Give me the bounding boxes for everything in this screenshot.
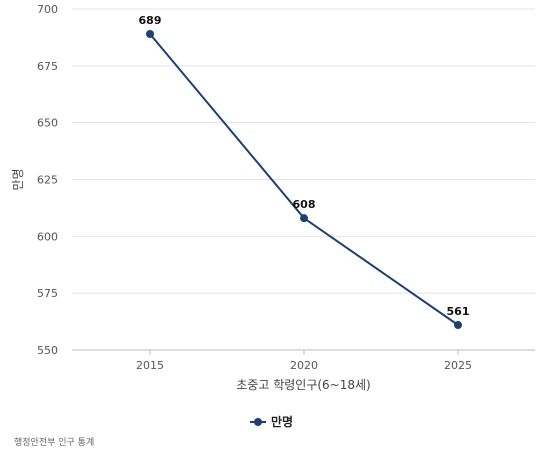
legend-series-label: 만명	[271, 414, 293, 429]
data-point[interactable]	[146, 30, 154, 39]
data-label: 689	[139, 14, 162, 27]
x-axis-label: 초중고 학령인구(6~18세)	[236, 378, 370, 392]
y-axis-label: 만명	[11, 168, 25, 190]
x-tick-label: 2025	[444, 359, 472, 372]
gridlines	[72, 8, 535, 294]
x-tick-label: 2020	[290, 359, 318, 372]
y-tick-label: 625	[37, 174, 58, 187]
y-tick-label: 650	[37, 117, 58, 130]
data-label: 608	[293, 198, 316, 211]
y-tick-label: 700	[37, 3, 58, 16]
data-label: 561	[447, 305, 470, 318]
y-axis-ticks: 550 575 600 625 650 675 700	[37, 3, 58, 357]
legend-dot-marker	[254, 418, 262, 426]
legend[interactable]: 만명	[250, 414, 293, 429]
x-axis-ticks: 2015 2020 2025	[136, 350, 472, 372]
data-point[interactable]	[454, 320, 462, 329]
data-point[interactable]	[300, 214, 308, 223]
source-note: 행정안전부 인구 통계	[14, 438, 95, 448]
x-tick-label: 2015	[136, 359, 164, 372]
y-tick-label: 575	[37, 287, 58, 300]
y-tick-label: 675	[37, 60, 58, 73]
y-tick-label: 600	[37, 230, 58, 243]
series-layer: 689 608 561	[139, 14, 470, 329]
y-tick-label: 550	[37, 344, 58, 357]
